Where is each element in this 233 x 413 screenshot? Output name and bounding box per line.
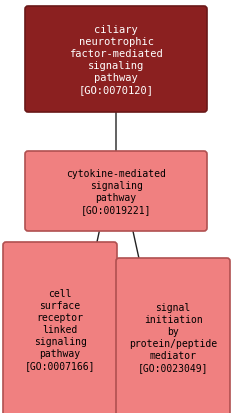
Text: ciliary
neurotrophic
factor-mediated
signaling
pathway
[GO:0070120]: ciliary neurotrophic factor-mediated sig…: [69, 25, 163, 95]
Text: signal
initiation
by
protein/peptide
mediator
[GO:0023049]: signal initiation by protein/peptide med…: [129, 302, 217, 372]
Text: cell
surface
receptor
linked
signaling
pathway
[GO:0007166]: cell surface receptor linked signaling p…: [25, 288, 95, 370]
FancyBboxPatch shape: [25, 152, 207, 231]
FancyBboxPatch shape: [25, 7, 207, 113]
Text: cytokine-mediated
signaling
pathway
[GO:0019221]: cytokine-mediated signaling pathway [GO:…: [66, 169, 166, 214]
FancyBboxPatch shape: [116, 259, 230, 413]
FancyBboxPatch shape: [3, 242, 117, 413]
